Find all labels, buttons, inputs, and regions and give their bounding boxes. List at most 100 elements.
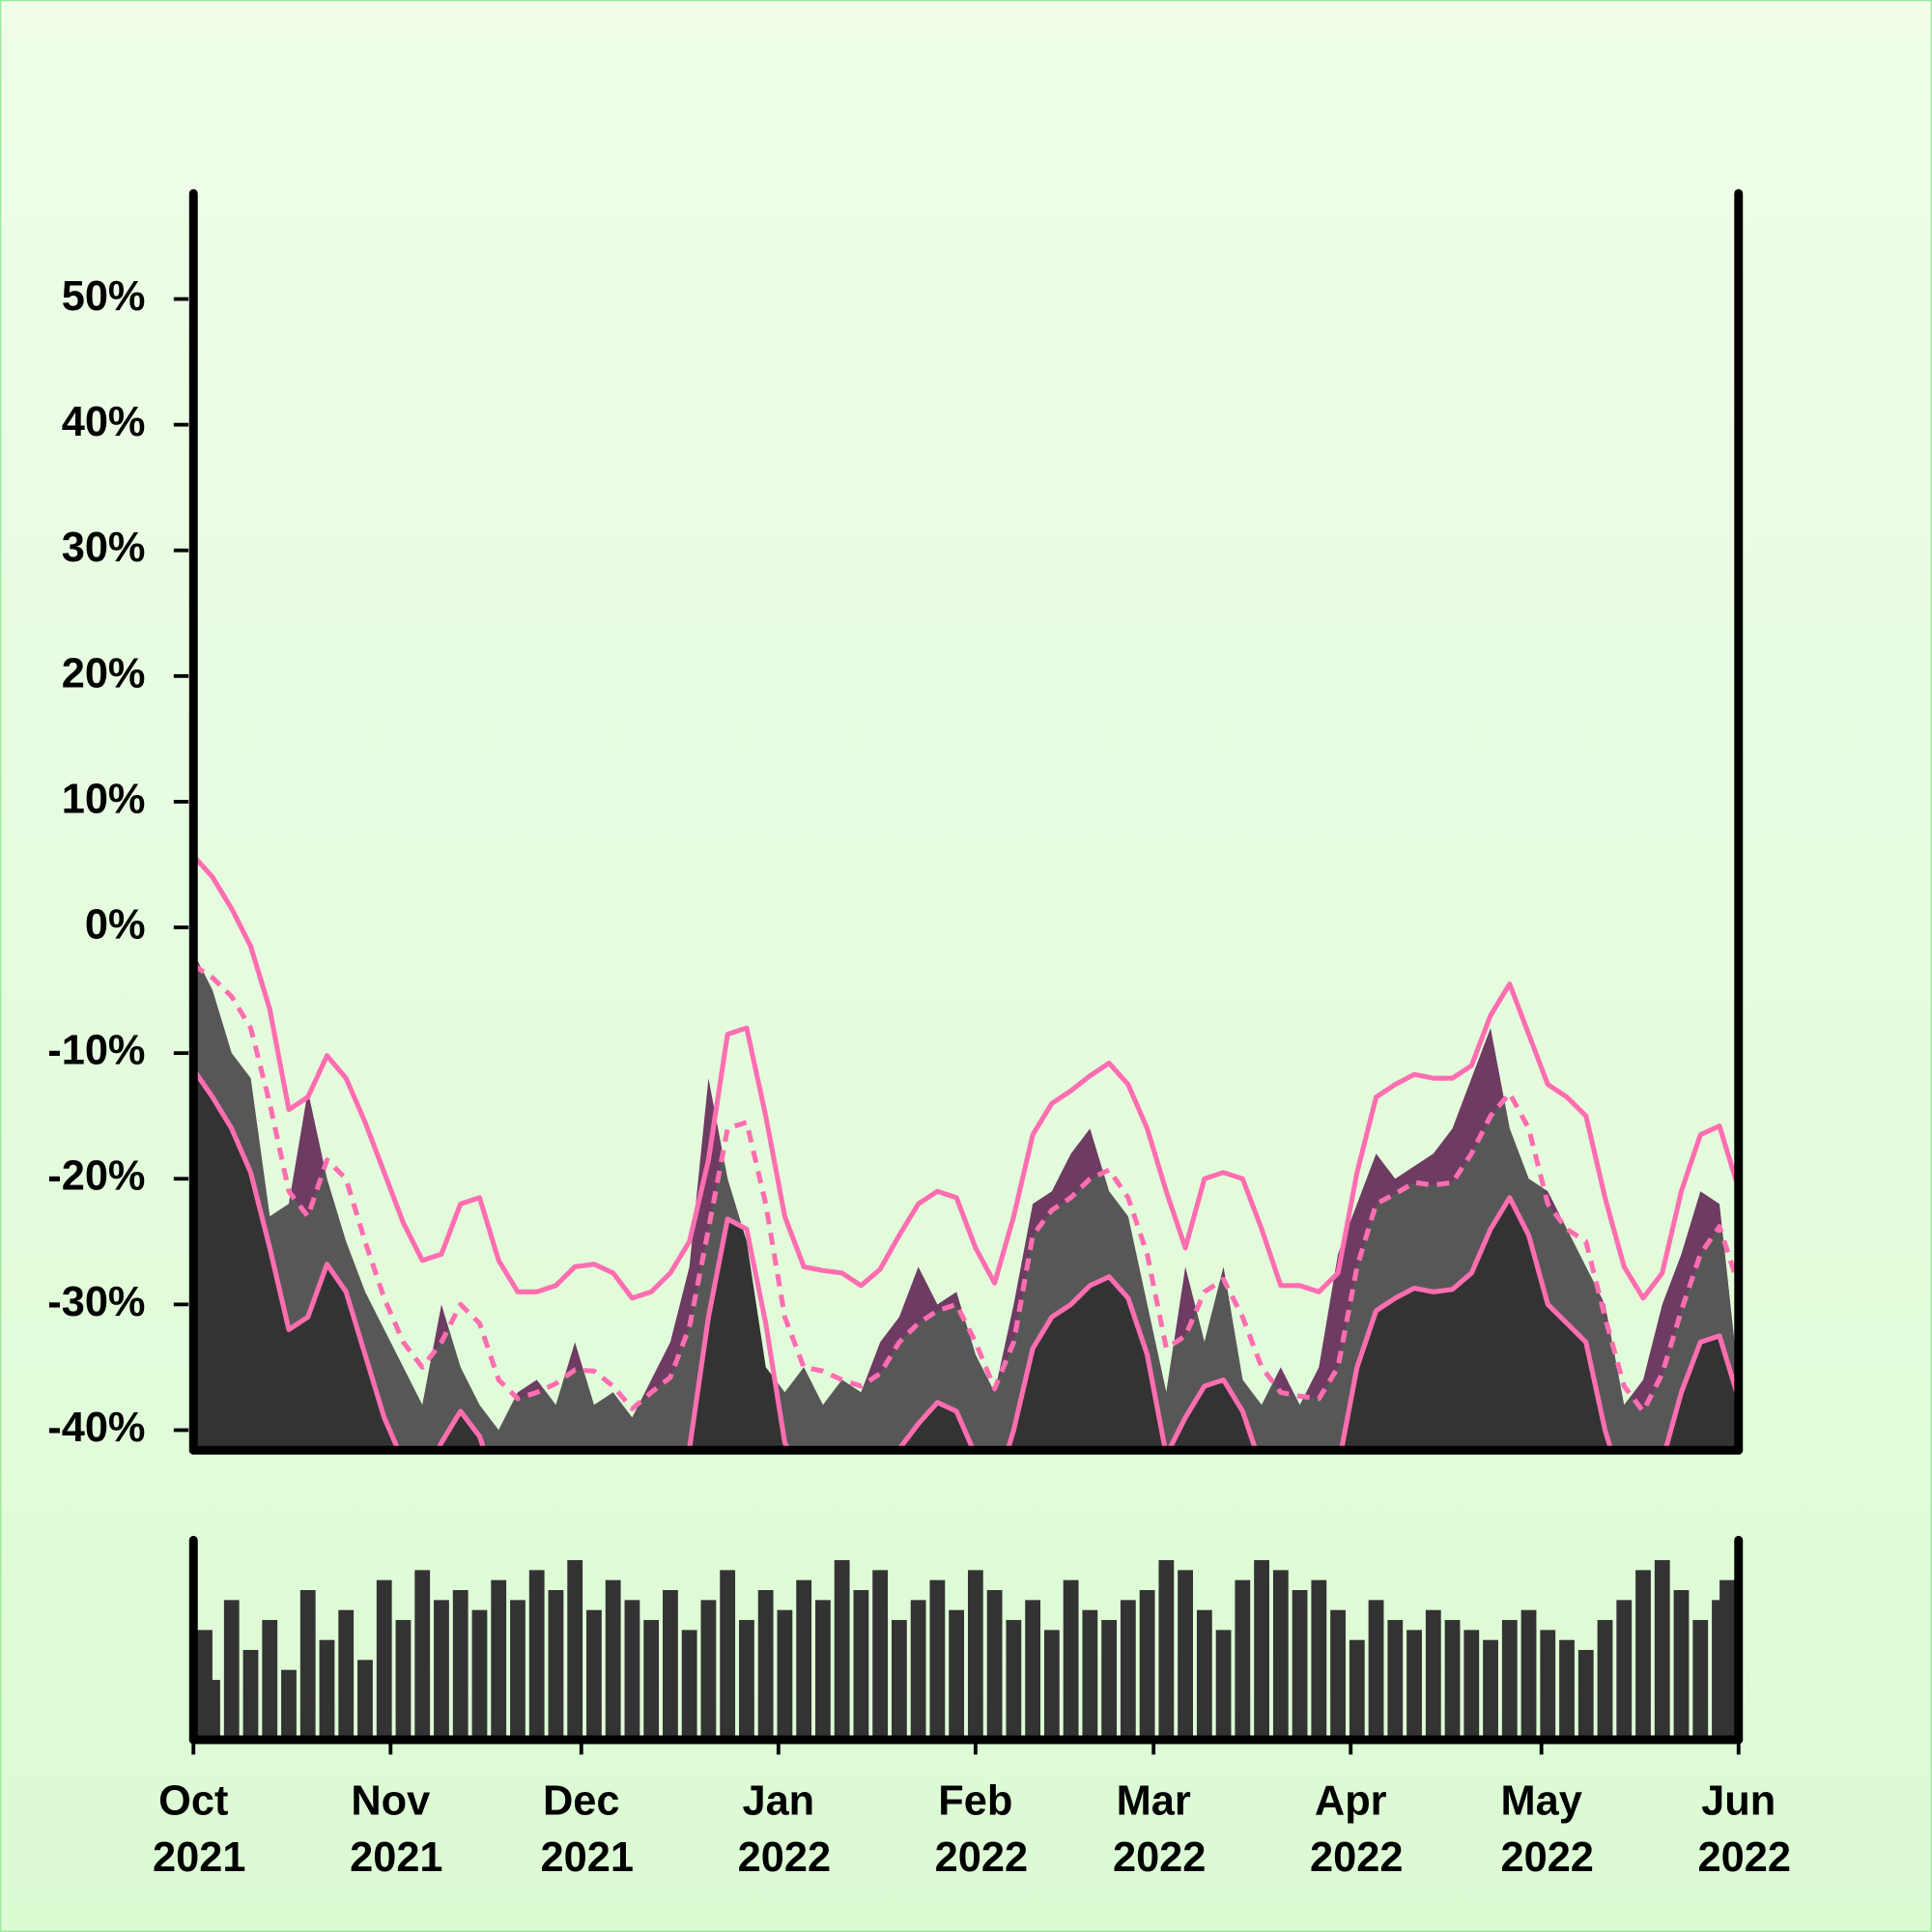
- volume-bar: [1063, 1579, 1079, 1741]
- x-tick-label-line: Oct: [158, 1778, 228, 1825]
- volume-bar: [376, 1579, 392, 1741]
- volume-bar: [528, 1570, 545, 1741]
- band-fill: [193, 1069, 1739, 1451]
- volume-bar: [1311, 1579, 1327, 1741]
- x-tick-label-line: 2021: [529, 1834, 635, 1881]
- y-tick-label: -10%: [47, 1028, 145, 1074]
- volume-bar: [872, 1570, 889, 1741]
- axes: -40% -30% -20% -10% 0% 10% 20% 30% 40% 50% Oct 202…: [47, 188, 1791, 1882]
- volume-bar: [605, 1579, 621, 1741]
- volume-bar: [986, 1590, 1003, 1741]
- volume-bar: [910, 1600, 926, 1741]
- volume-bar: [1120, 1600, 1136, 1741]
- x-tick-label-line: 2021: [338, 1834, 443, 1881]
- volume-bar: [471, 1609, 488, 1741]
- x-tick-label-line: Jan: [742, 1778, 814, 1825]
- volume-bar: [1235, 1579, 1251, 1741]
- y-tick-label: 40%: [62, 399, 146, 445]
- volume-bar: [1501, 1620, 1518, 1741]
- volume-bar: [1520, 1609, 1537, 1741]
- x-tick-label-line: Feb: [938, 1778, 1012, 1825]
- y-tick-label: -20%: [47, 1153, 145, 1200]
- volume-bar: [681, 1630, 697, 1741]
- y-tick-label: 20%: [62, 650, 146, 696]
- y-tick-label: -30%: [47, 1279, 145, 1325]
- volume-bar: [1368, 1600, 1384, 1741]
- x-tick-label-line: Jun: [1701, 1778, 1776, 1825]
- volume-bar: [1272, 1570, 1289, 1741]
- volume-bar: [338, 1609, 355, 1741]
- volume-bar: [624, 1600, 640, 1741]
- y-tick-label: 10%: [62, 776, 146, 822]
- volume-bar: [1483, 1639, 1498, 1741]
- volume-bar: [586, 1609, 602, 1741]
- x-tick-label: Feb 2022: [923, 1778, 1029, 1882]
- x-tick-label-line: Dec: [543, 1778, 620, 1825]
- volume-bar: [891, 1620, 907, 1741]
- x-tick-label-line: 2022: [923, 1834, 1029, 1881]
- x-tick-label-line: 2022: [1298, 1834, 1404, 1881]
- band-line: [193, 1067, 1739, 1451]
- y-tick-label: -40%: [47, 1405, 145, 1451]
- volume-bar: [357, 1660, 373, 1741]
- y-tick-label: 50%: [62, 273, 146, 320]
- x-tick-label: May 2022: [1489, 1778, 1594, 1882]
- volume-bar: [1444, 1620, 1461, 1741]
- y-tick-label: 0%: [85, 902, 146, 949]
- volume-bar: [1025, 1600, 1041, 1741]
- volume-bar: [1215, 1630, 1232, 1741]
- volume-bar: [242, 1650, 259, 1741]
- volume-bar: [643, 1620, 660, 1741]
- volume-bar: [1006, 1620, 1022, 1741]
- volume-bar: [1387, 1620, 1404, 1741]
- volume-bar: [223, 1600, 240, 1741]
- volume-bar: [452, 1590, 469, 1741]
- x-tick-label-line: 2021: [141, 1834, 246, 1881]
- volume-bar: [1101, 1620, 1117, 1741]
- x-tick-label: Oct 2021: [141, 1778, 246, 1882]
- volume-bar: [1178, 1570, 1193, 1741]
- volume-bar: [1635, 1570, 1651, 1741]
- x-tick-label-line: 2022: [1686, 1834, 1791, 1881]
- volume-bar: [853, 1590, 869, 1741]
- volume-bar: [663, 1590, 678, 1741]
- band-line: [193, 962, 1739, 1414]
- volume-bar: [949, 1609, 965, 1741]
- x-tick-label-line: Apr: [1315, 1778, 1387, 1825]
- volume-bar: [1425, 1609, 1441, 1741]
- volume-bar: [1616, 1600, 1633, 1741]
- volume-bar: [777, 1609, 793, 1741]
- band-line: [193, 854, 1739, 1301]
- volume-bar: [1349, 1639, 1365, 1741]
- band-fill: [193, 965, 1739, 1451]
- volume-bar: [395, 1620, 412, 1741]
- volume-bar: [262, 1620, 278, 1741]
- volume-bar: [319, 1639, 335, 1741]
- volume-bar: [1597, 1620, 1613, 1741]
- volume-bar: [281, 1669, 297, 1741]
- volume-bar: [1673, 1590, 1690, 1741]
- volume-bar: [1577, 1650, 1594, 1741]
- x-tick-label: Apr 2022: [1298, 1778, 1404, 1882]
- volume-bar: [815, 1600, 831, 1741]
- volume-bar: [491, 1579, 507, 1741]
- volume-bar: [929, 1579, 946, 1741]
- volume-bar: [757, 1590, 774, 1741]
- x-tick-label: Jun 2022: [1686, 1778, 1791, 1882]
- x-tick-label-line: 2022: [1101, 1834, 1207, 1881]
- volume-bar: [1463, 1630, 1480, 1741]
- volume-bar: [1043, 1630, 1060, 1741]
- x-tick-label-line: 2022: [1489, 1834, 1594, 1881]
- volume-bar: [739, 1620, 754, 1741]
- volume-bar: [720, 1570, 736, 1741]
- volume-bar: [1196, 1609, 1212, 1741]
- volume-bar: [205, 1680, 220, 1741]
- volume-bar: [1330, 1609, 1346, 1741]
- volume-bar: [414, 1570, 431, 1741]
- volume-bar: [567, 1560, 583, 1741]
- volume-bar: [700, 1600, 717, 1741]
- x-tick-label-line: 2022: [726, 1834, 832, 1881]
